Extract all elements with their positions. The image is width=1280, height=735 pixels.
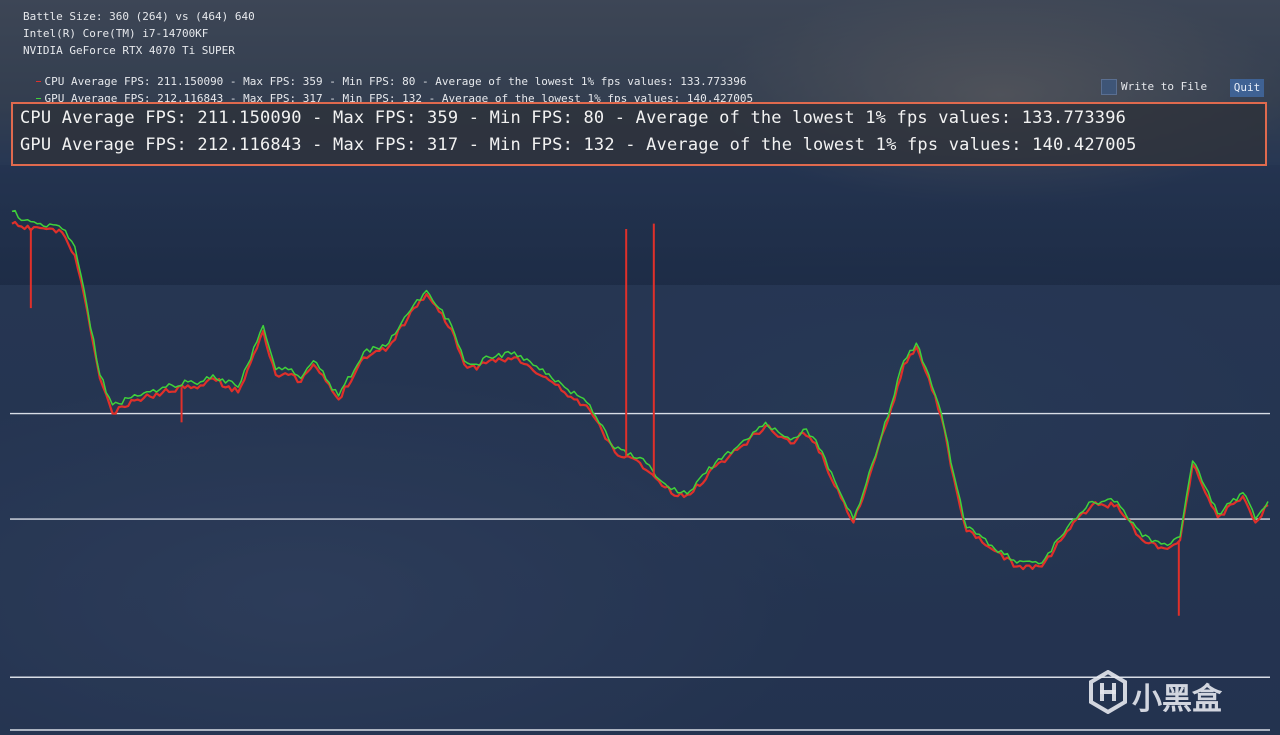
- legend-cpu-swatch: [35, 80, 41, 82]
- watermark-text: 小黑盒: [1132, 682, 1222, 717]
- write-to-file-label[interactable]: Write to File: [1121, 80, 1208, 93]
- gpu-name-text: NVIDIA GeForce RTX 4070 Ti SUPER: [23, 44, 235, 57]
- cpu-name-text: Intel(R) Core(TM) i7-14700KF: [23, 27, 209, 40]
- legend-gpu-swatch: [35, 97, 41, 99]
- summary-gpu-line: GPU Average FPS: 212.116843 - Max FPS: 3…: [20, 135, 1137, 155]
- summary-cpu-line: CPU Average FPS: 211.150090 - Max FPS: 3…: [20, 108, 1127, 128]
- cpu-fps-line: [11, 220, 1269, 571]
- summary-panel: CPU Average FPS: 211.150090 - Max FPS: 3…: [11, 102, 1267, 166]
- write-to-file-checkbox[interactable]: [1101, 79, 1117, 95]
- background-hills: [0, 165, 1280, 285]
- legend-cpu: CPU Average FPS: 211.150090 - Max FPS: 3…: [9, 61, 747, 103]
- legend-cpu-label: CPU Average FPS: 211.150090 - Max FPS: 3…: [44, 75, 747, 88]
- legend-gpu: GPU Average FPS: 212.116843 - Max FPS: 3…: [9, 78, 753, 120]
- xiaoheihe-logo-icon: [1089, 669, 1127, 715]
- quit-button[interactable]: Quit: [1230, 79, 1264, 97]
- watermark: 小黑盒: [1088, 669, 1248, 720]
- legend-gpu-label: GPU Average FPS: 212.116843 - Max FPS: 3…: [44, 92, 754, 105]
- gpu-fps-line: [11, 209, 1269, 565]
- battle-size-text: Battle Size: 360 (264) vs (464) 640: [23, 10, 255, 23]
